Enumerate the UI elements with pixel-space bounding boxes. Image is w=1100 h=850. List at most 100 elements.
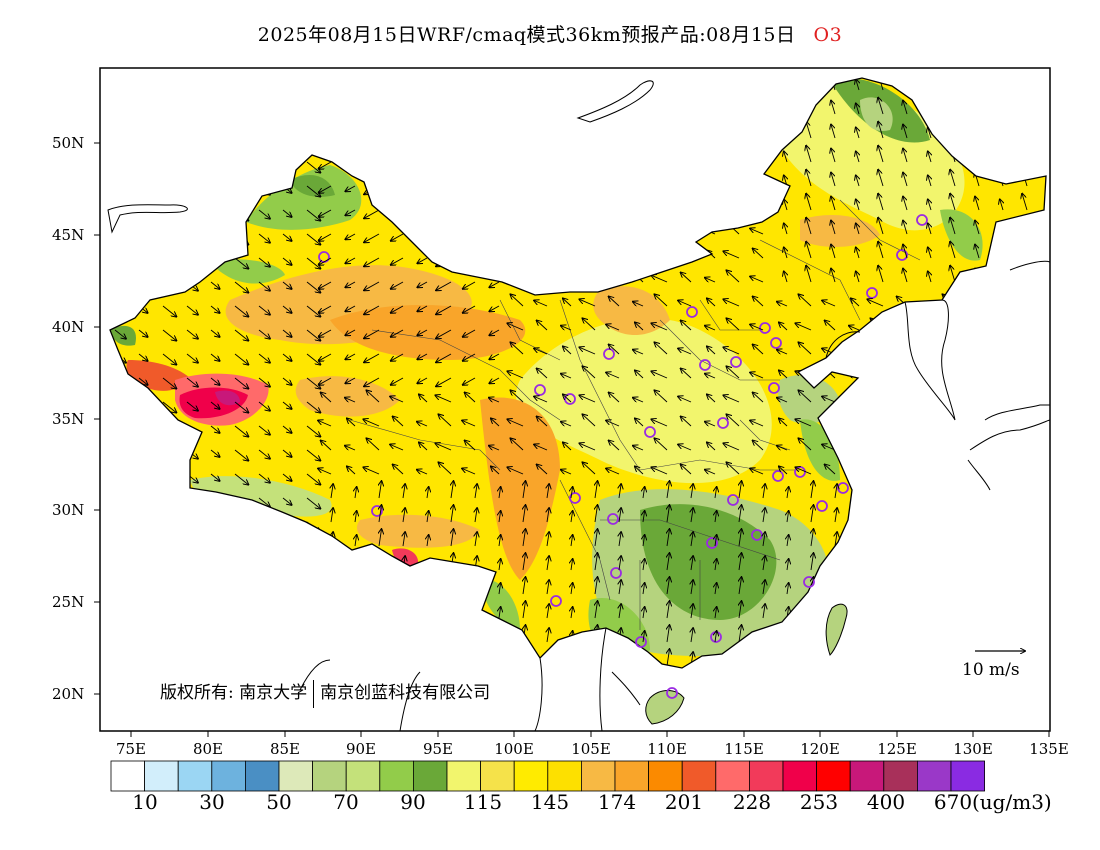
wind-vector [606, 469, 620, 475]
wind-vector [856, 128, 859, 139]
wind-vector [511, 390, 524, 403]
wind-vector [547, 532, 549, 547]
colorbar-label-50: 50 [266, 790, 292, 814]
wind-vector [928, 128, 931, 139]
colorbar-swatch [379, 760, 414, 792]
wind-vector [643, 559, 645, 571]
wind-vector [435, 443, 452, 451]
wind-vector [321, 393, 332, 403]
wind-vector [523, 601, 526, 619]
wind-vector [499, 607, 501, 619]
wind-vector [436, 281, 452, 290]
site-marker [644, 426, 656, 438]
colorbar [110, 760, 985, 792]
colorbar-swatch [749, 760, 784, 792]
colorbar-swatch [883, 760, 918, 792]
wind-vector [739, 481, 742, 499]
wind-vector [583, 414, 596, 427]
colorbar-label-115: 115 [463, 790, 503, 814]
wind-vector [345, 305, 356, 311]
wind-vector [511, 294, 524, 307]
wind-vector [571, 511, 573, 523]
wind-vector [723, 395, 740, 403]
wind-vector [727, 462, 740, 475]
wind-vector [678, 445, 692, 451]
wind-vector [403, 484, 405, 499]
wind-vector [667, 577, 670, 595]
wind-vector [475, 532, 477, 547]
wind-vector [723, 251, 740, 259]
wind-vector [439, 414, 452, 427]
wind-vector [950, 218, 956, 235]
wind-vector [210, 473, 220, 481]
map-title: 2025年08月15日WRF/cmaq模式36km预报产品:08月15日 O3 [0, 20, 1100, 47]
wind-vector [210, 305, 220, 313]
colorbar-swatch [782, 760, 817, 792]
wind-vector [753, 441, 764, 451]
wind-vector [345, 257, 356, 263]
wind-vector [347, 467, 356, 475]
wind-vector [436, 305, 452, 314]
wind-vector [345, 398, 356, 402]
lon-label-95e: 95E [423, 740, 453, 758]
wind-vector [787, 583, 789, 595]
wind-vector [499, 487, 501, 499]
wind-vector [523, 553, 526, 571]
wind-vector [306, 257, 320, 269]
wind-vector [355, 511, 357, 523]
wind-vector [390, 397, 404, 403]
wind-vector [691, 532, 693, 547]
wind-vector [319, 161, 332, 169]
wind-vector [723, 443, 740, 451]
site-marker [610, 567, 622, 579]
colorbar-label-10: 10 [132, 790, 158, 814]
wind-vector [138, 353, 148, 361]
wind-vector [739, 577, 742, 595]
wind-vector [750, 277, 764, 283]
wind-vector [571, 607, 573, 619]
wind-vector [667, 649, 670, 667]
wind-vector [499, 535, 501, 547]
colorbar-swatch [849, 760, 885, 792]
wind-vector [707, 299, 716, 307]
wind-vector [878, 170, 884, 187]
wind-vector [606, 421, 620, 427]
colorbar-unit: (ug/m3) [972, 790, 1052, 814]
wind-vector [831, 197, 836, 211]
wind-vector [678, 301, 692, 307]
wind-vector [928, 224, 931, 235]
wind-vector [210, 449, 220, 457]
colorbar-swatch [244, 760, 280, 792]
wind-vector [489, 353, 500, 359]
wind-vector [210, 401, 220, 409]
wind-vector [633, 446, 644, 450]
wind-vector [391, 281, 404, 289]
wind-vector [186, 353, 198, 363]
colorbar-label-201: 201 [664, 790, 704, 814]
wind-vector [465, 441, 476, 451]
wind-vector [707, 443, 716, 451]
wind-vector [345, 377, 356, 383]
lat-label-30n: 30N [52, 501, 84, 519]
wind-vector [537, 321, 548, 331]
wind-vector [403, 508, 405, 523]
wind-vector [753, 393, 764, 403]
wind-vector [903, 269, 908, 283]
wind-vector [619, 604, 621, 619]
wind-vector [379, 481, 382, 499]
wind-vector [436, 377, 452, 386]
wind-vector [282, 401, 292, 409]
lon-label-90e: 90E [346, 740, 376, 758]
wind-vector [681, 273, 692, 283]
wind-vector [561, 326, 572, 330]
copyright-notice: 版权所有: 南京大学 南京创蓝科技有限公司 [160, 678, 490, 708]
wind-vector [903, 173, 908, 187]
wind-vector [282, 473, 292, 481]
wind-vector [507, 371, 524, 379]
wind-vector [950, 194, 956, 211]
wind-vector [306, 401, 320, 413]
wind-vector [306, 353, 320, 365]
wind-vector [537, 465, 548, 475]
wind-vector [806, 122, 812, 139]
wind-vector [393, 417, 404, 427]
